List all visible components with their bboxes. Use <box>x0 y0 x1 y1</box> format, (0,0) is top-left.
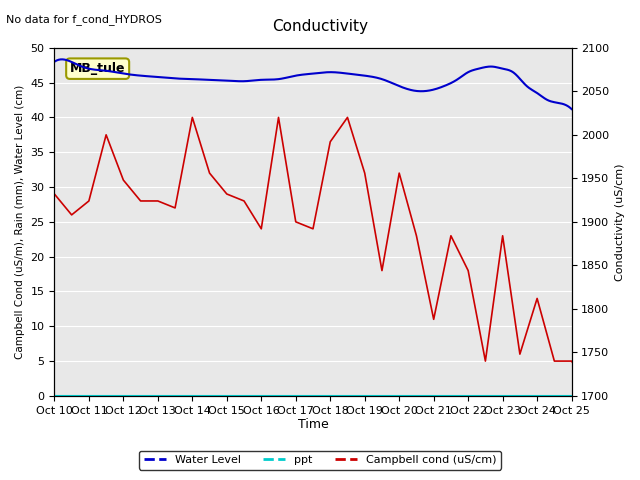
X-axis label: Time: Time <box>298 419 328 432</box>
Text: MB_tule: MB_tule <box>70 62 125 75</box>
Text: Conductivity: Conductivity <box>272 19 368 34</box>
Y-axis label: Campbell Cond (uS/m), Rain (mm), Water Level (cm): Campbell Cond (uS/m), Rain (mm), Water L… <box>15 85 25 359</box>
Y-axis label: Conductivity (uS/cm): Conductivity (uS/cm) <box>615 163 625 281</box>
Text: No data for f_cond_HYDROS: No data for f_cond_HYDROS <box>6 14 163 25</box>
Legend: Water Level, ppt, Campbell cond (uS/cm): Water Level, ppt, Campbell cond (uS/cm) <box>140 451 500 469</box>
